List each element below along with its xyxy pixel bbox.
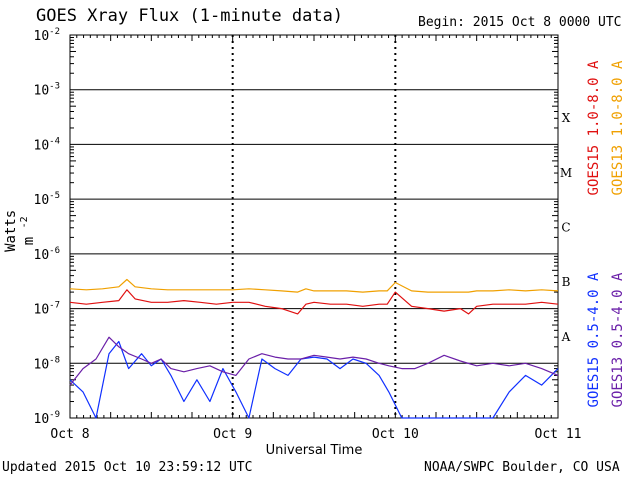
- y-tick-label: 10-6: [34, 246, 61, 263]
- y-tick-label: 10-5: [34, 191, 61, 208]
- legend-entry-1: GOES15 1.0-8.0 A: [586, 60, 602, 195]
- legend-entry-2: GOES13 1.0-8.0 A: [610, 60, 626, 195]
- legend-entry-3: GOES15 0.5-4.0 A: [586, 272, 602, 407]
- series-line-2: [69, 278, 559, 293]
- flare-class-a: A: [561, 330, 571, 344]
- x-tick-label: Oct 8: [50, 427, 89, 442]
- y-tick-label: 10-4: [34, 136, 61, 153]
- y-tick-label: 10-2: [34, 27, 61, 44]
- y-tick-label: 10-7: [34, 301, 61, 318]
- flare-class-b: B: [562, 275, 571, 289]
- updated-timestamp: Updated 2015 Oct 10 23:59:12 UTC: [2, 460, 253, 475]
- x-tick-label: Oct 10: [372, 427, 419, 442]
- flare-class-c: C: [561, 221, 570, 235]
- series-line-1: [69, 289, 559, 315]
- series-line-4: [69, 336, 559, 386]
- credit-line: NOAA/SWPC Boulder, CO USA: [424, 460, 620, 475]
- flare-class-m: M: [560, 166, 572, 180]
- y-tick-label: 10-3: [34, 82, 61, 99]
- y-tick-label: 10-8: [34, 355, 61, 372]
- begin-time: Begin: 2015 Oct 8 0000 UTC: [418, 15, 622, 30]
- x-axis-label: Universal Time: [266, 443, 363, 458]
- legend-entry-4: GOES13 0.5-4.0 A: [610, 272, 626, 407]
- x-tick-label: Oct 11: [535, 427, 582, 442]
- chart-title: GOES Xray Flux (1-minute data): [36, 6, 344, 26]
- plot-frame: [69, 34, 559, 419]
- x-tick-label: Oct 9: [213, 427, 252, 442]
- series-line-3: [69, 340, 559, 419]
- flare-class-x: X: [562, 111, 571, 125]
- y-tick-label: 10-9: [34, 410, 61, 427]
